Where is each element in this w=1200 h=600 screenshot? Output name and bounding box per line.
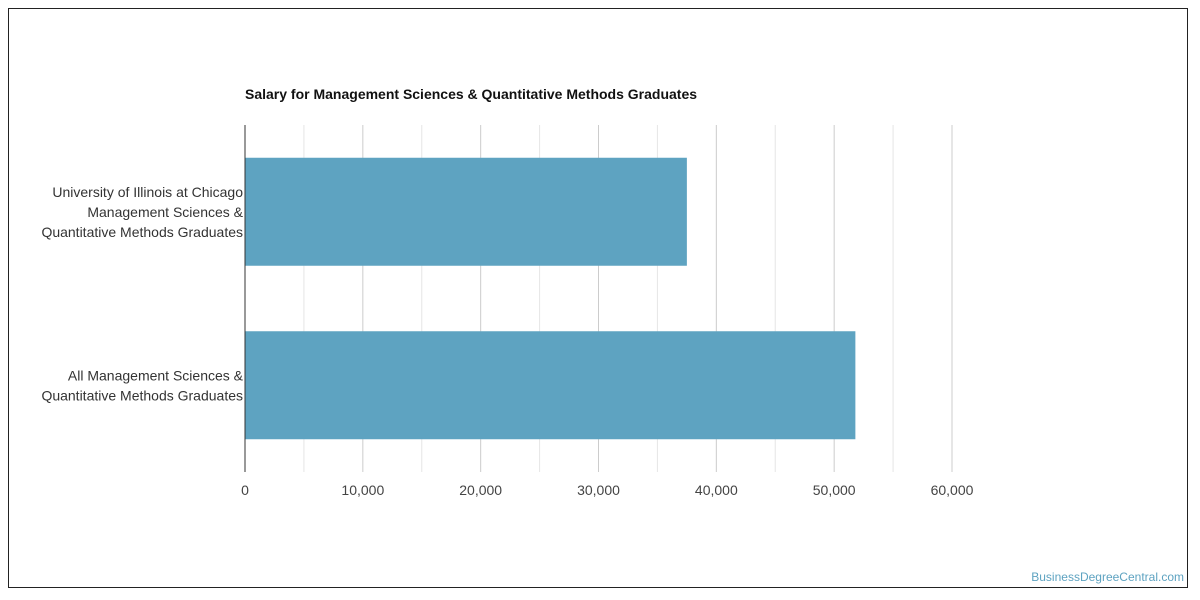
x-tick-label: 30,000 bbox=[577, 482, 620, 498]
x-tick-label: 60,000 bbox=[931, 482, 974, 498]
bar bbox=[245, 331, 856, 440]
chart-frame bbox=[8, 8, 1188, 588]
category-label: Quantitative Methods Graduates bbox=[41, 387, 243, 403]
x-tick-labels: 0 10,000 20,000 30,000 40,000 50,000 60,000 bbox=[241, 482, 974, 498]
x-tick-label: 20,000 bbox=[459, 482, 502, 498]
watermark: BusinessDegreeCentral.com bbox=[1031, 570, 1184, 584]
x-tick-label: 10,000 bbox=[341, 482, 384, 498]
x-tick-label: 50,000 bbox=[813, 482, 856, 498]
category-label: University of Illinois at Chicago bbox=[52, 184, 243, 200]
category-labels: University of Illinois at Chicago Managem… bbox=[41, 184, 243, 404]
bars bbox=[245, 157, 856, 440]
x-tick-label: 0 bbox=[241, 482, 249, 498]
x-tick-label: 40,000 bbox=[695, 482, 738, 498]
chart-title: Salary for Management Sciences & Quantit… bbox=[245, 86, 697, 102]
category-label: All Management Sciences & bbox=[68, 367, 244, 383]
category-label: Quantitative Methods Graduates bbox=[41, 224, 243, 240]
category-label: Management Sciences & bbox=[87, 204, 243, 220]
bar bbox=[245, 157, 687, 266]
